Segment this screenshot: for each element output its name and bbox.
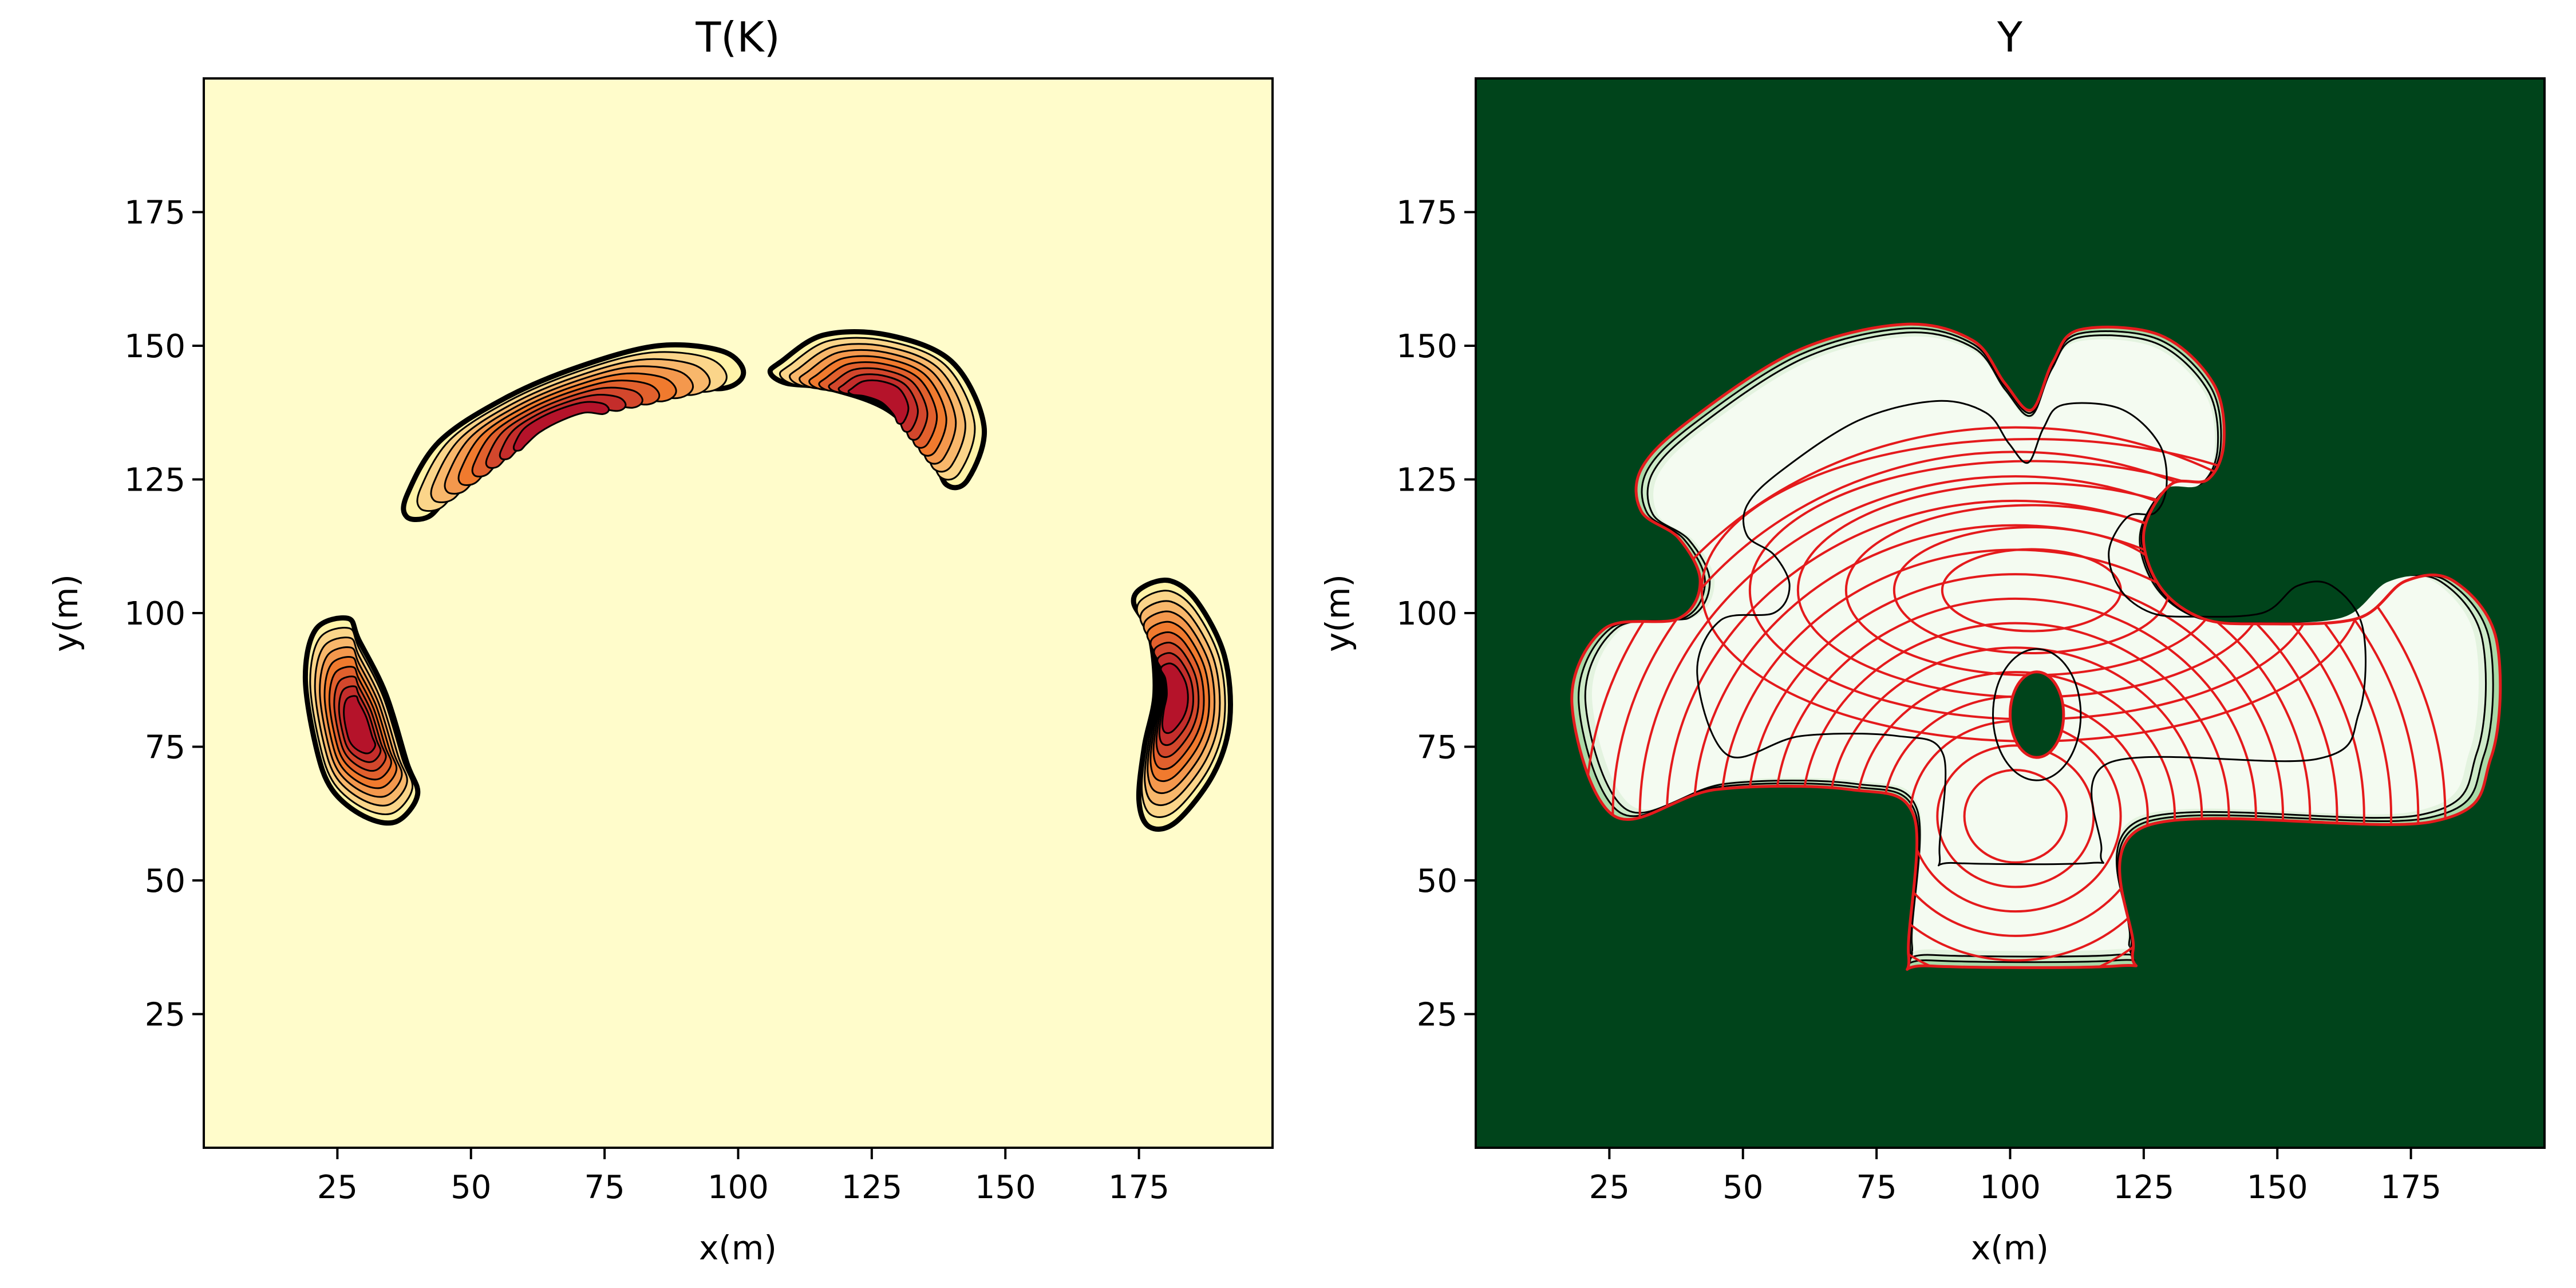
mass-fraction-x-tick-label: 25	[1589, 1169, 1630, 1206]
panel-temperature: T(K) 25 50 75 100 125 150 175 25 50 75 100 125 150 17…	[46, 13, 1274, 1267]
mass-fraction-x-tick-label: 100	[1980, 1169, 2041, 1206]
mass-fraction-x-tick-label: 50	[1722, 1169, 1763, 1206]
temperature-x-axis-label: x(m)	[699, 1228, 777, 1267]
temperature-x-tick-label: 75	[584, 1169, 625, 1206]
temperature-contour-level	[512, 401, 610, 452]
mass-fraction-y-tick-label: 75	[1417, 729, 1457, 767]
temperature-x-tick-label: 175	[1108, 1169, 1170, 1206]
mass-fraction-ring	[1936, 744, 2095, 888]
temperature-x-tick-label: 125	[841, 1169, 902, 1206]
temperature-hot-region	[1131, 578, 1233, 832]
temperature-contour-level	[1160, 662, 1189, 734]
panel-mass-fraction: Y 25 50 75 100 125 150 175 25 50 75 100 125 150 175 x…	[1318, 13, 2546, 1267]
temperature-field	[302, 329, 1233, 832]
mass-fraction-x-tick-label: 75	[1856, 1169, 1897, 1206]
mass-fraction-y-axis-label: y(m)	[1318, 574, 1357, 652]
mass-fraction-black-contour	[1696, 400, 2367, 867]
mass-fraction-y-tick-label: 50	[1417, 863, 1457, 900]
mass-fraction-x-tick-label: 125	[2113, 1169, 2174, 1206]
mass-fraction-y-tick-label: 125	[1396, 462, 1457, 499]
mass-fraction-y-tick-label: 100	[1396, 595, 1457, 633]
temperature-x-tick-label: 50	[451, 1169, 491, 1206]
temperature-title: T(K)	[695, 13, 780, 61]
temperature-x-tick-label: 100	[708, 1169, 769, 1206]
temperature-contour-level	[847, 379, 910, 425]
temperature-contour-level	[343, 695, 377, 754]
temperature-y-tick-label: 150	[124, 328, 185, 365]
mass-fraction-axis-ticks: 25 50 75 100 125 150 175 25 50 75 100 125 150 175	[1396, 195, 2441, 1207]
temperature-y-tick-label: 125	[124, 462, 185, 499]
temperature-hot-region	[302, 615, 421, 826]
mass-fraction-title: Y	[1997, 13, 2023, 61]
temperature-x-tick-label: 150	[975, 1169, 1036, 1206]
temperature-y-tick-label: 75	[145, 729, 185, 767]
mass-fraction-x-tick-label: 175	[2380, 1169, 2441, 1206]
mass-fraction-interior	[1591, 336, 2479, 953]
mass-fraction-hole	[2009, 670, 2065, 759]
mass-fraction-y-tick-label: 25	[1417, 997, 1457, 1034]
mass-fraction-x-tick-label: 150	[2247, 1169, 2308, 1206]
mass-fraction-x-axis-label: x(m)	[1971, 1228, 2049, 1267]
mass-fraction-hole-contour	[1992, 648, 2082, 781]
temperature-hot-region	[767, 329, 987, 491]
temperature-hot-region	[401, 342, 746, 523]
temperature-x-tick-label: 25	[317, 1169, 358, 1206]
temperature-plot-area	[204, 78, 1273, 1148]
temperature-axis-ticks: 25 50 75 100 125 150 175 25 50 75 100 125 150 175	[124, 195, 1170, 1207]
mass-fraction-y-tick-label: 175	[1396, 195, 1457, 232]
temperature-y-axis-label: y(m)	[46, 574, 85, 652]
temperature-y-tick-label: 50	[145, 863, 185, 900]
mass-fraction-boundary	[1570, 322, 2502, 971]
temperature-y-tick-label: 100	[124, 595, 185, 633]
mass-fraction-field	[1570, 322, 2502, 971]
temperature-y-tick-label: 175	[124, 195, 185, 232]
mass-fraction-y-tick-label: 150	[1396, 328, 1457, 365]
mass-fraction-ring	[1963, 769, 2068, 864]
temperature-y-tick-label: 25	[145, 997, 185, 1034]
